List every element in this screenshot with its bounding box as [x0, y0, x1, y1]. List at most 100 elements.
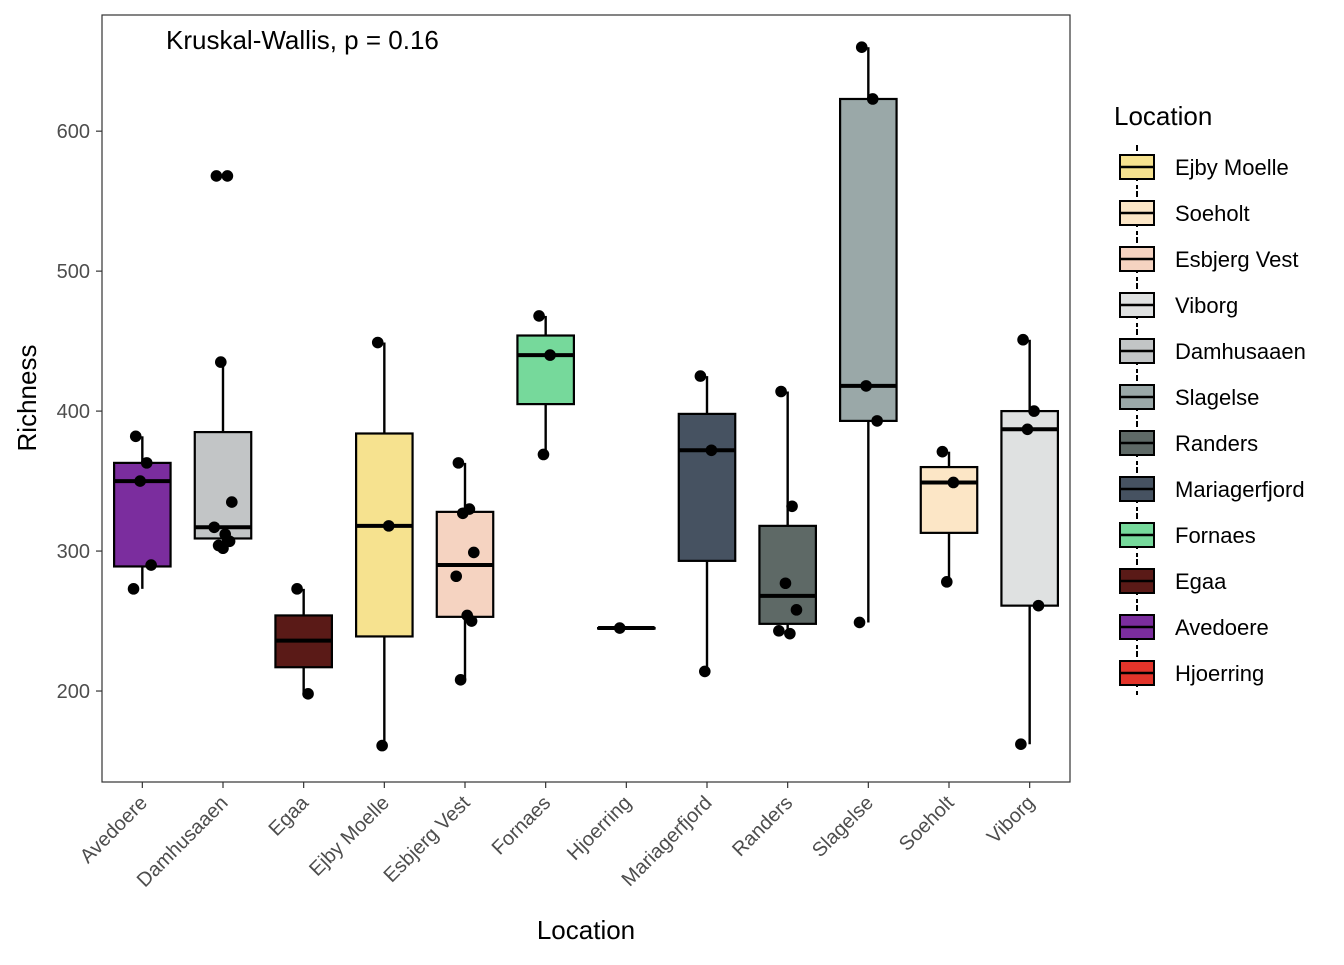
x-tick-label: Esbjerg Vest: [380, 792, 475, 887]
box-body: [919, 465, 979, 534]
legend-label: Randers: [1175, 431, 1258, 456]
data-point: [452, 457, 465, 469]
x-axis-title: Location: [537, 915, 635, 945]
x-tick-label: Fornaes: [488, 792, 555, 859]
box-fornaes: [516, 315, 576, 455]
data-point: [855, 41, 868, 53]
legend: Location Ejby Moelle Soeholt Esbjerg Vest V…: [1114, 101, 1306, 695]
data-point: [208, 521, 220, 534]
box-body: [838, 97, 898, 422]
box-body: [355, 432, 414, 638]
legend-item: Viborg: [1119, 283, 1238, 327]
data-point: [1028, 405, 1040, 417]
data-point: [533, 310, 545, 322]
data-point: [127, 583, 140, 595]
legend-label: Ejby Moelle: [1175, 155, 1289, 180]
data-point: [866, 93, 879, 105]
data-point: [376, 739, 388, 752]
box-body: [1000, 409, 1060, 607]
box-egaa: [274, 588, 333, 694]
data-point: [215, 356, 227, 368]
x-tick-label: Slagelse: [808, 792, 878, 862]
data-point: [705, 444, 718, 457]
data-point: [291, 583, 303, 595]
data-point: [145, 559, 157, 571]
legend-item: Mariagerfjord: [1119, 467, 1305, 511]
data-point: [537, 448, 550, 461]
data-point: [936, 445, 949, 458]
legend-title: Location: [1114, 101, 1212, 131]
box-soeholt: [919, 451, 979, 582]
legend-label: Damhusaaen: [1175, 339, 1306, 364]
data-point: [544, 349, 556, 361]
y-tick-label: 300: [57, 541, 90, 563]
y-tick-label: 200: [57, 681, 90, 703]
y-tick-label: 500: [57, 261, 90, 283]
box-body: [677, 412, 737, 562]
y-axis-title: Richness: [12, 345, 42, 452]
legend-item: Randers: [1119, 421, 1258, 465]
x-tick-label: Randers: [728, 792, 797, 861]
data-point: [454, 674, 467, 686]
data-point: [129, 430, 142, 443]
box-hjoerring: [596, 626, 656, 631]
x-tick-label: Hjoerring: [563, 792, 636, 865]
x-tick-label: Ejby Moelle: [305, 792, 394, 881]
data-point: [134, 475, 146, 487]
data-point: [457, 507, 469, 520]
legend-item: Ejby Moelle: [1119, 145, 1289, 189]
data-point: [465, 615, 478, 627]
box-body: [758, 524, 818, 625]
legend-item: Esbjerg Vest: [1119, 237, 1299, 281]
data-point: [871, 415, 883, 427]
plot-panel-border: [101, 14, 1071, 783]
box-viborg: [1000, 339, 1060, 745]
data-point: [784, 627, 796, 640]
data-point: [382, 520, 395, 532]
data-point: [947, 476, 960, 489]
legend-item: Hjoerring: [1119, 651, 1264, 695]
x-tick-label: Avedoere: [76, 792, 152, 868]
x-tick-label: Soeholt: [895, 792, 959, 856]
legend-label: Soeholt: [1175, 201, 1250, 226]
points-layer: [127, 41, 1045, 752]
x-tick-label: Viborg: [983, 792, 1039, 848]
box-randers: [758, 391, 818, 634]
data-point: [1015, 738, 1027, 751]
legend-label: Slagelse: [1175, 385, 1259, 410]
data-point: [699, 665, 711, 678]
x-tick-label: Egaa: [265, 791, 314, 840]
data-point: [941, 576, 953, 588]
data-point: [775, 385, 787, 398]
data-point: [786, 500, 798, 513]
legend-item: Fornaes: [1119, 513, 1256, 557]
data-point: [773, 625, 785, 637]
plot-panel: [102, 15, 1070, 782]
box-body: [193, 430, 253, 540]
legend-label: Viborg: [1175, 293, 1238, 318]
legend-item: Slagelse: [1119, 375, 1259, 419]
data-point: [694, 370, 707, 382]
data-point: [790, 604, 803, 616]
legend-label: Avedoere: [1175, 615, 1269, 640]
data-point: [226, 496, 238, 508]
legend-label: Fornaes: [1175, 523, 1256, 548]
data-point: [221, 170, 234, 182]
data-point: [853, 616, 866, 629]
data-point: [140, 457, 153, 469]
data-point: [779, 577, 792, 590]
data-point: [1032, 599, 1045, 612]
y-axis: 200 300 400 500 600: [57, 121, 102, 703]
data-point: [302, 688, 314, 700]
legend-label: Esbjerg Vest: [1175, 247, 1299, 272]
data-point: [1017, 333, 1029, 346]
legend-label: Egaa: [1175, 569, 1227, 594]
legend-item: Egaa: [1119, 559, 1227, 603]
box-mariagerfjord: [677, 376, 737, 672]
chart-annotation: Kruskal-Wallis, p = 0.16: [166, 25, 439, 55]
data-point: [210, 170, 223, 182]
legend-label: Mariagerfjord: [1175, 477, 1305, 502]
